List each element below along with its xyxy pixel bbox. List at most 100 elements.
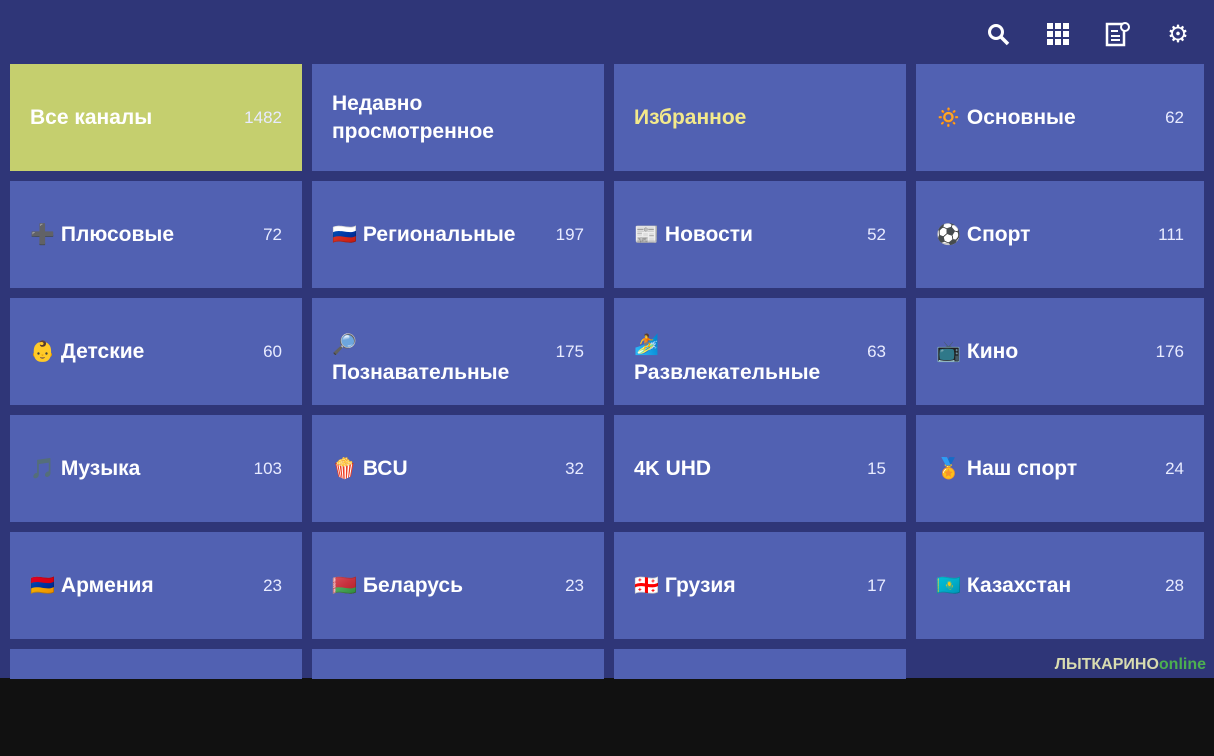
category-tile[interactable]: 📰 Новости 52 bbox=[614, 181, 906, 288]
category-name: ➕ Плюсовые bbox=[30, 221, 174, 249]
category-label: Спорт bbox=[966, 222, 1031, 246]
category-name: 📰 Новости bbox=[634, 221, 753, 249]
category-name: 🏅 Наш спорт bbox=[936, 455, 1077, 483]
epg-icon[interactable] bbox=[1102, 18, 1134, 50]
category-label: Региональные bbox=[362, 222, 516, 246]
channel-count: 17 bbox=[867, 575, 886, 595]
category-label: Познавательные bbox=[332, 360, 510, 384]
category-tile[interactable]: 📺 Кино 176 bbox=[916, 298, 1204, 405]
gear-icon[interactable]: ⚙ bbox=[1167, 20, 1189, 48]
category-icon: 📰 bbox=[634, 223, 659, 246]
category-icon: ⚽ bbox=[936, 223, 961, 246]
category-name: 🔅 Основные bbox=[936, 104, 1076, 132]
category-tile[interactable]: 🇬🇪 Грузия 17 bbox=[614, 532, 906, 639]
channel-count: 52 bbox=[867, 224, 886, 244]
category-name: 🍿 ВСU bbox=[332, 455, 408, 483]
category-name: 🇦🇲 Армения bbox=[30, 572, 154, 600]
channel-count: 197 bbox=[555, 224, 584, 244]
category-name: 🇬🇪 Грузия bbox=[634, 572, 736, 600]
category-label: Детские bbox=[60, 339, 145, 363]
category-name: 🇧🇾 Беларусь bbox=[332, 572, 463, 600]
category-label: Грузия bbox=[664, 573, 736, 597]
channel-count: 1482 bbox=[244, 107, 282, 127]
category-tile[interactable]: 🏄 Развлекательные 63 bbox=[614, 298, 906, 405]
category-tile[interactable]: ⚽ Спорт 111 bbox=[916, 181, 1204, 288]
category-tile[interactable]: 🎵 Музыка 103 bbox=[10, 415, 302, 522]
category-icon: 🏄 bbox=[634, 333, 659, 356]
toolbar: ⚙ bbox=[982, 18, 1194, 50]
category-tile[interactable]: 🇷🇺 Региональные 197 bbox=[312, 181, 604, 288]
tv-screen: ⚙ Все каналы 1482 Недавно просмотренное Изб… bbox=[0, 0, 1214, 679]
category-tile[interactable]: 🏅 Наш спорт 24 bbox=[916, 415, 1204, 522]
search-icon[interactable] bbox=[982, 18, 1014, 50]
channel-count: 15 bbox=[867, 458, 886, 478]
category-icon: 🇰🇿 bbox=[936, 574, 961, 597]
channel-count: 103 bbox=[253, 458, 282, 478]
category-icon: 👶 bbox=[30, 340, 55, 363]
channel-count: 23 bbox=[263, 575, 282, 595]
channel-count: 24 bbox=[1165, 458, 1184, 478]
category-label: Плюсовые bbox=[60, 222, 175, 246]
category-icon: ➕ bbox=[30, 223, 55, 246]
category-icon: 🏅 bbox=[936, 457, 961, 480]
category-label: Армения bbox=[60, 573, 154, 597]
category-tile[interactable]: 4K UHD 15 bbox=[614, 415, 906, 522]
channel-count: 175 bbox=[555, 341, 584, 361]
category-icon: 4K bbox=[634, 457, 660, 480]
category-label: Беларусь bbox=[362, 573, 463, 597]
category-label: UHD bbox=[665, 456, 712, 480]
category-label: Музыка bbox=[60, 456, 141, 480]
category-icon: 🎵 bbox=[30, 457, 55, 480]
category-name: 📺 Кино bbox=[936, 338, 1018, 366]
category-tile[interactable]: 🇦🇲 Армения 23 bbox=[10, 532, 302, 639]
category-name: ⚽ Спорт bbox=[936, 221, 1030, 249]
category-tile[interactable]: 🔎 Познавательные 175 bbox=[312, 298, 604, 405]
category-label: Все каналы bbox=[30, 105, 153, 129]
category-tile-partial[interactable] bbox=[10, 649, 302, 679]
category-tile[interactable]: 🔅 Основные 62 bbox=[916, 64, 1204, 171]
category-tile[interactable]: ➕ Плюсовые 72 bbox=[10, 181, 302, 288]
category-grid: Все каналы 1482 Недавно просмотренное Избра… bbox=[10, 64, 1204, 756]
category-label: Избранное bbox=[634, 105, 747, 129]
category-icon: 🔎 bbox=[332, 333, 357, 356]
channel-count: 111 bbox=[1158, 224, 1184, 244]
category-icon: 🇬🇪 bbox=[634, 574, 659, 597]
category-tile[interactable]: Все каналы 1482 bbox=[10, 64, 302, 171]
category-tile[interactable]: 👶 Детские 60 bbox=[10, 298, 302, 405]
category-name: 4K UHD bbox=[634, 455, 711, 483]
category-icon: 🔅 bbox=[936, 106, 961, 129]
category-name: 👶 Детские bbox=[30, 338, 144, 366]
category-icon: 📺 bbox=[936, 340, 961, 363]
channel-count: 28 bbox=[1165, 575, 1184, 595]
category-icon: 🇷🇺 bbox=[332, 223, 357, 246]
category-label: ВСU bbox=[362, 456, 408, 480]
category-icon: 🍿 bbox=[332, 457, 357, 480]
category-tile[interactable]: Недавно просмотренное bbox=[312, 64, 604, 171]
category-icon: 🇦🇲 bbox=[30, 574, 55, 597]
category-name: Избранное bbox=[634, 104, 746, 132]
category-label: Новости bbox=[664, 222, 753, 246]
category-label: Развлекательные bbox=[634, 360, 821, 384]
category-name: 🇰🇿 Казахстан bbox=[936, 572, 1071, 600]
category-tile-partial[interactable] bbox=[312, 649, 604, 679]
category-name: 🇷🇺 Региональные bbox=[332, 221, 515, 249]
category-tile[interactable]: Избранное bbox=[614, 64, 906, 171]
channel-count: 32 bbox=[565, 458, 584, 478]
category-name: 🎵 Музыка bbox=[30, 455, 140, 483]
category-label: Основные bbox=[966, 105, 1076, 129]
category-label: Кино bbox=[966, 339, 1019, 363]
category-tile[interactable]: 🇰🇿 Казахстан 28 bbox=[916, 532, 1204, 639]
category-tile[interactable]: 🍿 ВСU 32 bbox=[312, 415, 604, 522]
channel-count: 176 bbox=[1155, 341, 1184, 361]
category-name: 🔎 Познавательные bbox=[332, 317, 509, 387]
category-tile[interactable]: 🇧🇾 Беларусь 23 bbox=[312, 532, 604, 639]
channel-count: 62 bbox=[1165, 107, 1184, 127]
category-name: 🏄 Развлекательные bbox=[634, 317, 820, 387]
channel-count: 60 bbox=[263, 341, 282, 361]
category-tile-partial[interactable] bbox=[614, 649, 906, 679]
category-label: Недавно просмотренное bbox=[332, 91, 494, 143]
category-label: Наш спорт bbox=[966, 456, 1078, 480]
grid-icon[interactable] bbox=[1042, 18, 1074, 50]
category-label: Казахстан bbox=[966, 573, 1072, 597]
category-icon: 🇧🇾 bbox=[332, 574, 357, 597]
